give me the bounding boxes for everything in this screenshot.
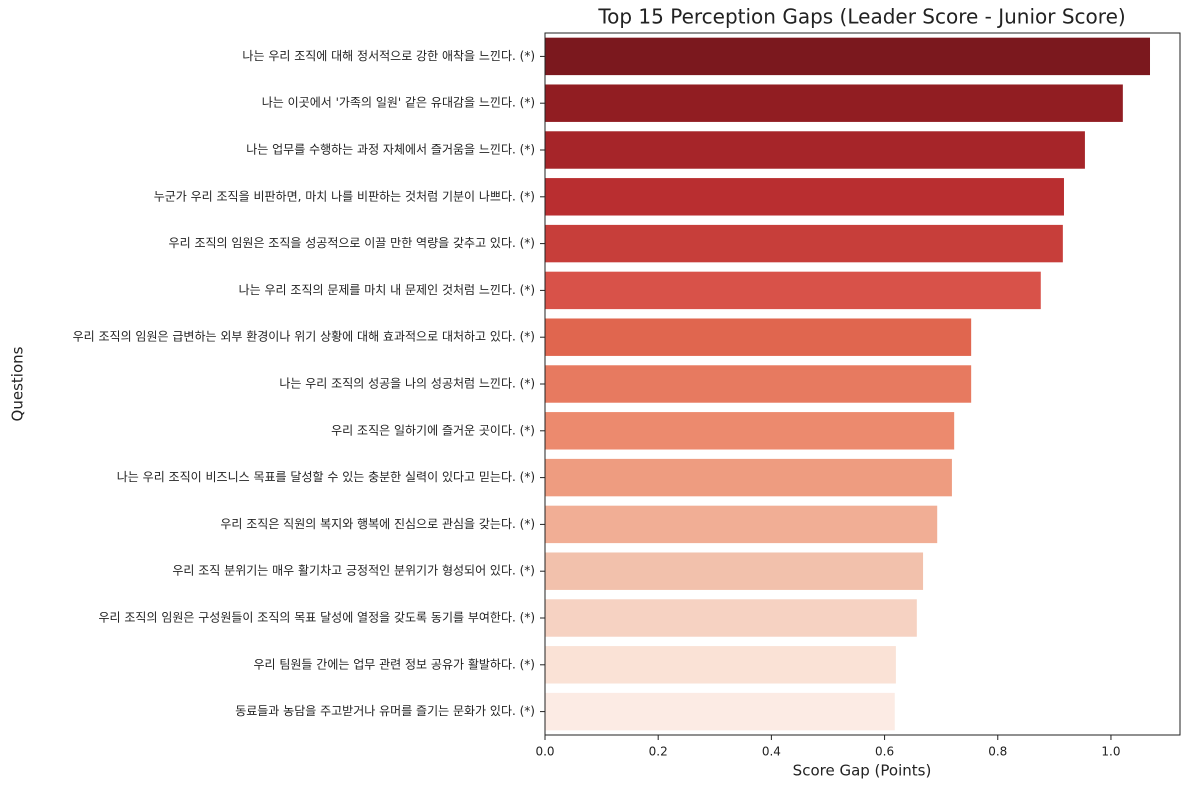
y-tick-label: 나는 우리 조직에 대해 정서적으로 강한 애착을 느낀다. (*) (242, 49, 535, 63)
bar (545, 224, 1063, 263)
y-tick-label: 나는 우리 조직의 성공을 나의 성공처럼 느낀다. (*) (279, 377, 535, 391)
x-tick-label: 0.2 (649, 745, 668, 759)
y-tick-label: 누군가 우리 조직을 비판하면, 마치 나를 비판하는 것처럼 기분이 나쁘다.… (154, 189, 535, 203)
bar (545, 271, 1041, 310)
bar (545, 84, 1123, 122)
y-tick-label: 우리 조직은 직원의 복지와 행복에 진심으로 관심을 갖는다. (*) (220, 516, 535, 531)
bar (545, 37, 1151, 76)
y-tick-label: 나는 이곳에서 '가족의 일원' 같은 유대감을 느낀다. (*) (262, 96, 535, 110)
y-tick-label: 우리 조직의 임원은 급변하는 외부 환경이나 위기 상황에 대해 효과적으로 … (73, 330, 535, 344)
y-tick-label: 나는 우리 조직의 문제를 마치 내 문제인 것처럼 느낀다. (*) (239, 283, 535, 297)
y-tick-label: 동료들과 농담을 주고받거나 유머를 즐기는 문화가 있다. (*) (235, 704, 535, 718)
y-tick-label: 나는 업무를 수행하는 과정 자체에서 즐거움을 느낀다. (*) (246, 142, 535, 157)
y-tick-label: 우리 조직의 임원은 조직을 성공적으로 이끌 만한 역량을 갖추고 있다. (… (169, 236, 535, 250)
bar (545, 131, 1085, 169)
bar (545, 692, 895, 731)
x-tick-label: 0.6 (875, 745, 894, 759)
bar (545, 412, 955, 450)
bar (545, 599, 917, 637)
bar (545, 365, 972, 403)
bar (545, 318, 972, 356)
y-axis-label: Questions (9, 346, 27, 421)
y-tick-label: 나는 우리 조직이 비즈니스 목표를 달성할 수 있는 충분한 실력이 있다고 … (117, 470, 535, 484)
x-tick-label: 0.0 (535, 745, 554, 759)
chart-title: Top 15 Perception Gaps (Leader Score - J… (597, 5, 1125, 29)
plot-frame (544, 32, 1181, 736)
y-tick-label: 우리 조직의 임원은 구성원들이 조직의 목표 달성에 열정을 갖도록 동기를 … (99, 611, 536, 625)
bar (545, 552, 924, 590)
x-axis-label: Score Gap (Points) (793, 762, 932, 780)
y-tick-label: 우리 조직은 일하기에 즐거운 곳이다. (*) (331, 423, 535, 437)
y-tick-label: 우리 팀원들 간에는 업무 관련 정보 공유가 활발하다. (*) (253, 657, 535, 671)
bar (545, 505, 938, 544)
x-tick-label: 0.8 (988, 745, 1007, 759)
bar (545, 178, 1064, 216)
bar (545, 458, 952, 497)
y-tick-label: 우리 조직 분위기는 매우 활기차고 긍정적인 분위기가 형성되어 있다. (*… (172, 564, 535, 578)
bar (545, 646, 896, 684)
x-tick-label: 1.0 (1101, 745, 1120, 759)
x-tick-label: 0.4 (762, 745, 781, 759)
